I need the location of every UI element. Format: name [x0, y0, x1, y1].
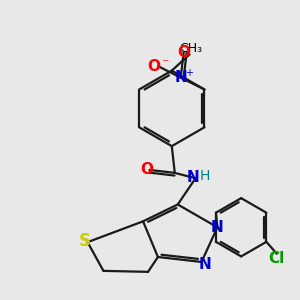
Text: O: O: [141, 162, 154, 177]
Text: N: N: [199, 257, 212, 272]
Text: S: S: [79, 232, 91, 250]
Text: Cl: Cl: [269, 251, 285, 266]
Text: H: H: [199, 169, 210, 183]
Text: N: N: [211, 220, 224, 235]
Text: CH₃: CH₃: [180, 42, 203, 56]
Text: O: O: [177, 45, 190, 60]
Text: +: +: [185, 68, 193, 79]
Text: N: N: [174, 70, 187, 85]
Text: N: N: [186, 169, 199, 184]
Text: O: O: [148, 59, 160, 74]
Text: ⁻: ⁻: [161, 57, 168, 71]
